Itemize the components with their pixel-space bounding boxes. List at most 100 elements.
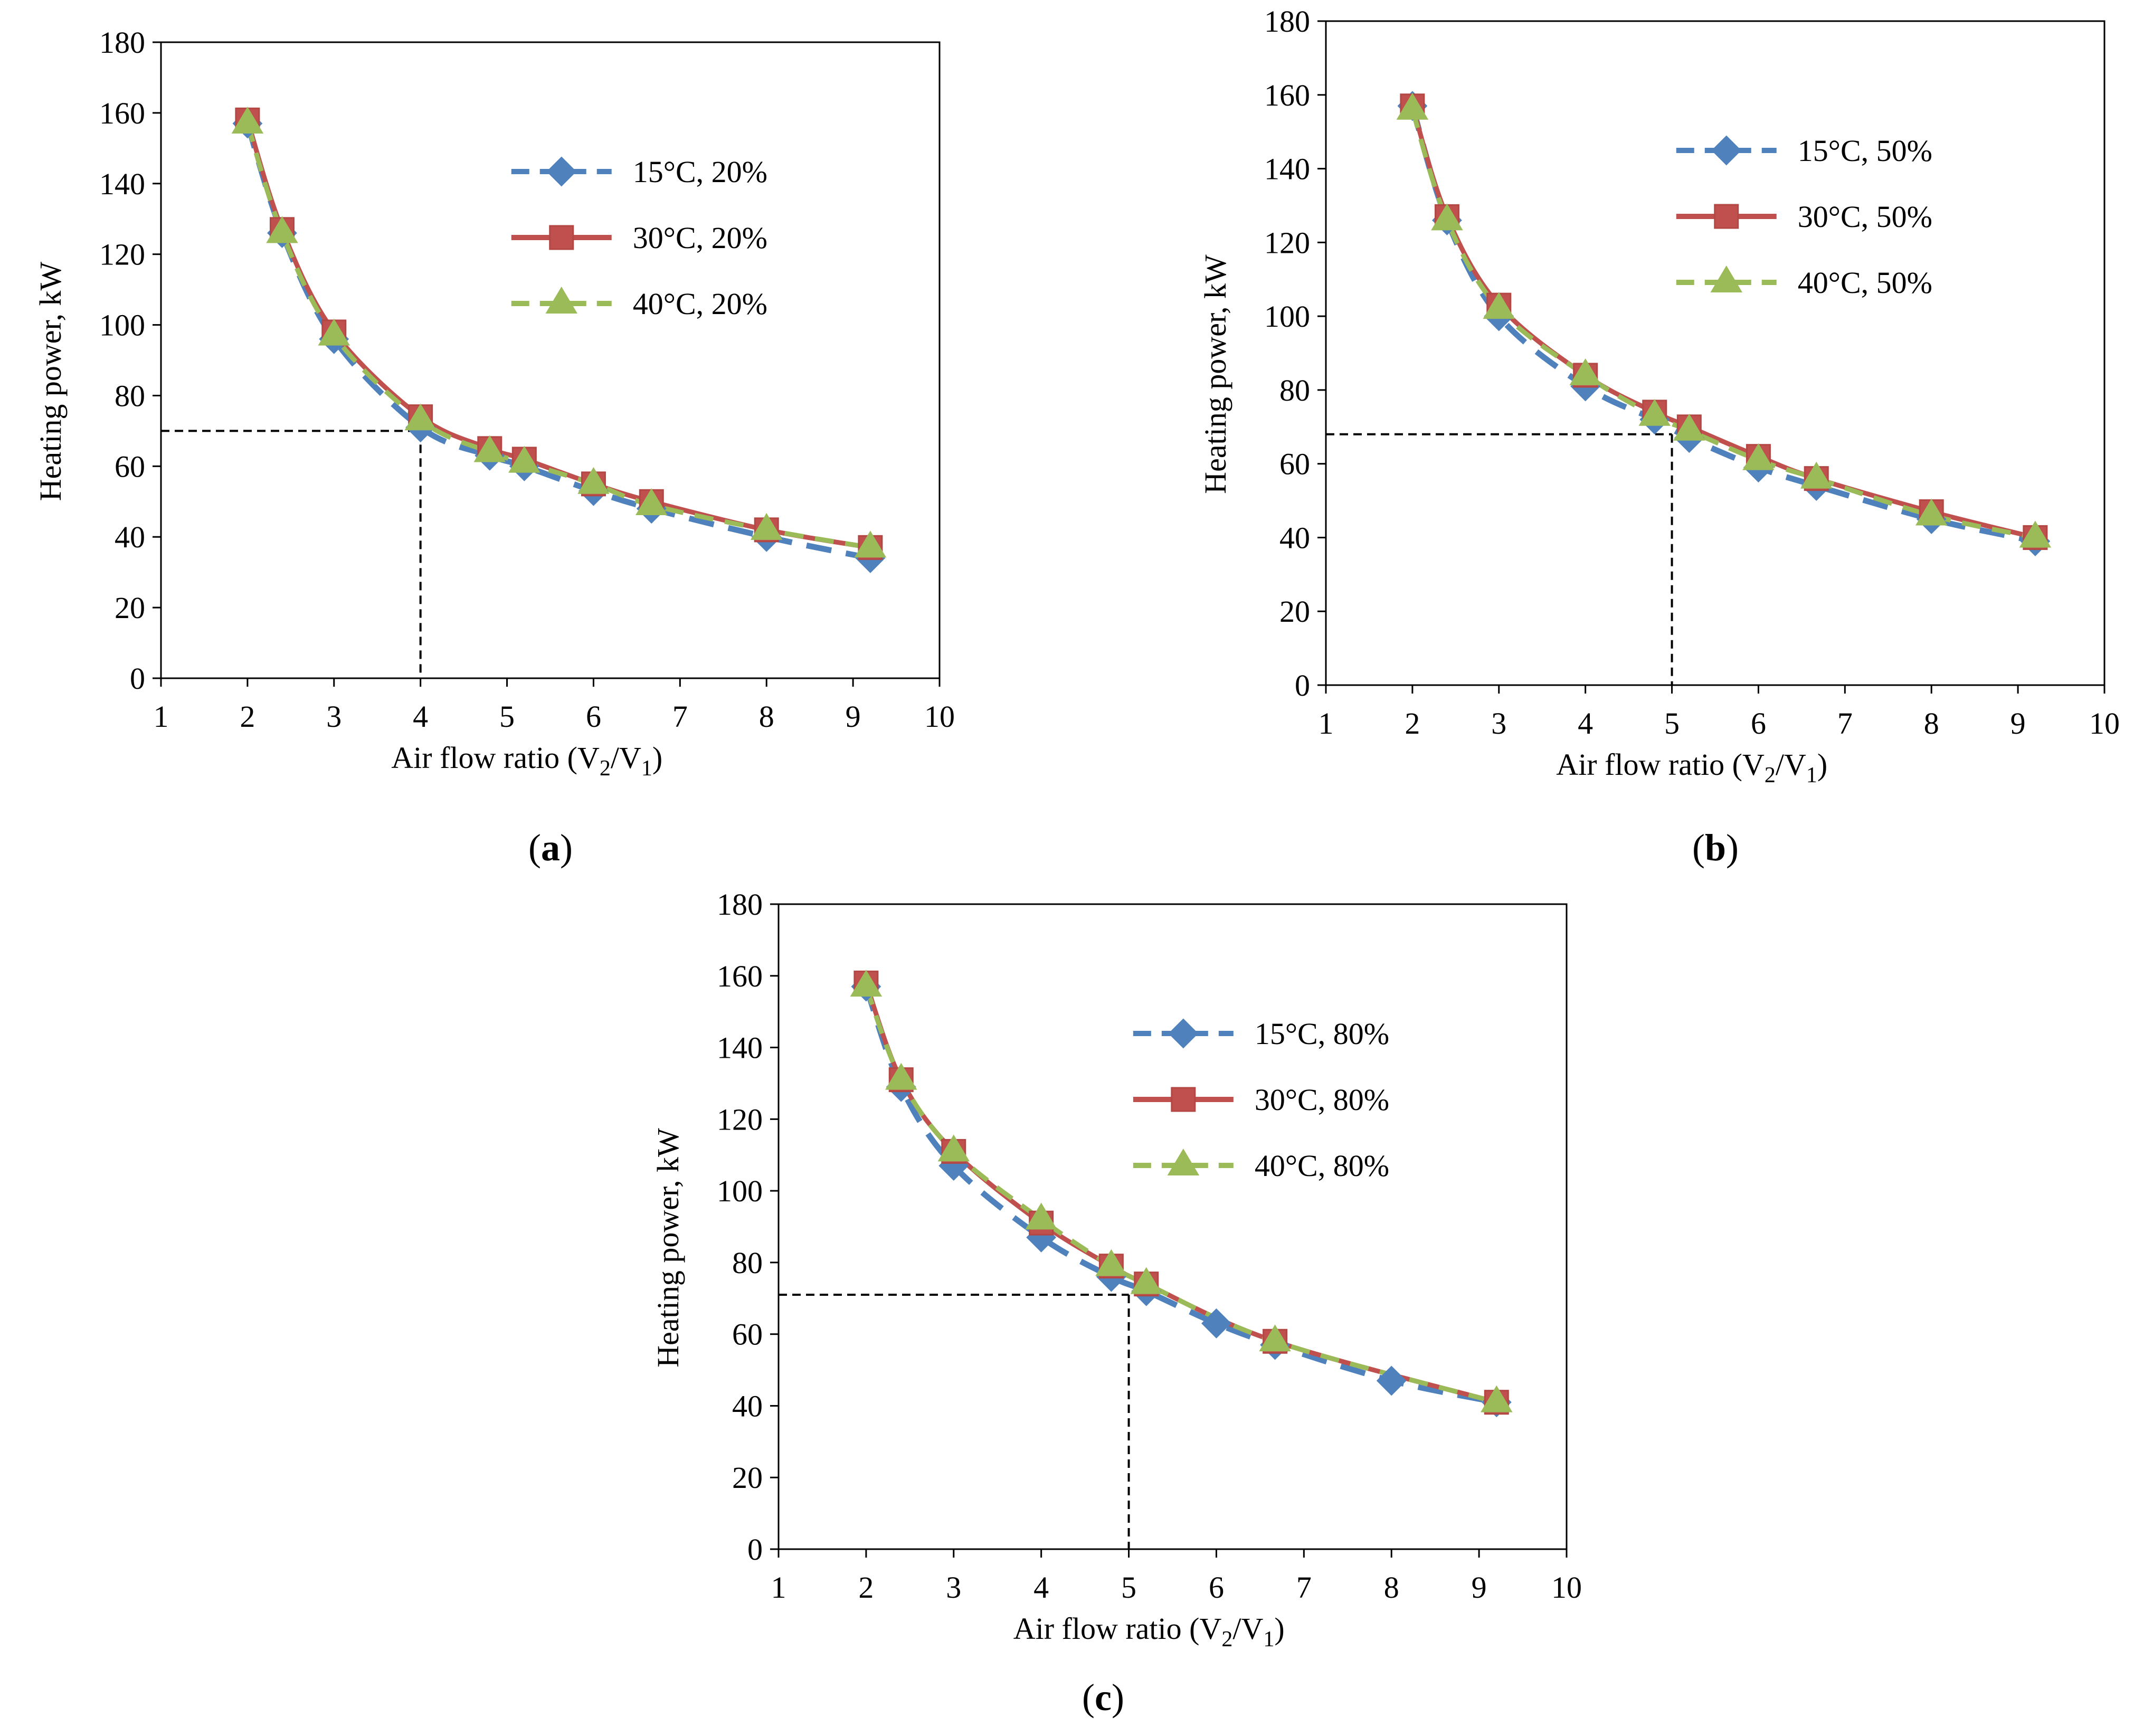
x-tick-label: 6: [1751, 706, 1766, 741]
x-tick-label: 3: [326, 699, 342, 734]
panel-label: (a): [528, 827, 573, 869]
plot-area-frame: [777, 903, 1568, 1550]
y-tick-label: 140: [99, 167, 145, 201]
series-line-3: [864, 985, 1497, 1405]
series-3-point: [1025, 1202, 1057, 1230]
x-tick-label: 1: [154, 699, 169, 734]
x-axis-label: Air flow ratio (V2/V1): [1556, 747, 1827, 788]
series-3-point: [854, 530, 887, 558]
x-tick-label: 9: [1472, 1570, 1487, 1605]
series-3-point: [1742, 443, 1775, 470]
y-tick-label: 80: [115, 378, 145, 413]
x-tick-label: 10: [2089, 706, 2120, 741]
series-3-point: [266, 216, 298, 243]
x-tick-label: 5: [499, 699, 515, 734]
x-tick-label: 5: [1664, 706, 1680, 741]
x-tick-label: 4: [1578, 706, 1593, 741]
series-3-point: [937, 1134, 970, 1162]
series-3-point: [508, 445, 540, 473]
legend-entry-1: 15°C, 50%: [1798, 134, 1932, 168]
legend-entry-2: 30°C, 80%: [1255, 1083, 1389, 1117]
series-3-point: [577, 467, 610, 494]
x-tick-label: 8: [759, 699, 774, 734]
y-tick-label: 140: [1264, 152, 1310, 186]
series-3-point: [1800, 461, 1833, 489]
y-tick-label: 100: [1264, 299, 1310, 334]
legend-marker-3: [545, 287, 578, 314]
chart-panel-b: 0 20 40 60 80 100 120 140 160 180 1 2 3 4 5 6 7 8 9 10 Air f…: [1198, 4, 2120, 869]
x-tick-label: 1: [1319, 706, 1334, 741]
chart-panel-a: 0 20 40 60 80 100 120 140 160 180 1 2 3 4 5 6 7 8 9 10 Air f…: [33, 25, 955, 869]
series-3-point: [1481, 1385, 1513, 1412]
x-tick-label: 1: [771, 1570, 786, 1605]
series-3-point: [1673, 413, 1705, 441]
legend-marker-3: [1710, 265, 1743, 292]
series-3-point: [473, 435, 506, 462]
x-tick-label: 7: [1296, 1570, 1312, 1605]
series-3-point: [1638, 399, 1671, 426]
x-tick-label: 5: [1121, 1570, 1136, 1605]
series-3-point: [1130, 1267, 1162, 1294]
y-tick-label: 40: [732, 1389, 763, 1423]
series-3-point: [318, 318, 350, 346]
series-3-point: [1915, 498, 1948, 526]
y-axis-label: Heating power, kW: [651, 1128, 685, 1368]
y-tick-label: 0: [130, 661, 145, 696]
x-axis-label: Air flow ratio (V2/V1): [391, 741, 662, 781]
legend-marker-1: [1711, 135, 1742, 166]
legend-marker-1: [1168, 1018, 1199, 1049]
y-tick-label: 20: [1279, 594, 1310, 629]
series-3-point: [1396, 92, 1429, 120]
y-tick-label: 60: [115, 449, 145, 483]
series-3-point: [231, 107, 264, 134]
series-3-point: [404, 403, 437, 431]
legend-entry-3: 40°C, 80%: [1255, 1149, 1389, 1183]
legend-marker-3: [1167, 1149, 1200, 1175]
x-axis-label: Air flow ratio (V2/V1): [1013, 1611, 1285, 1652]
y-tick-label: 80: [732, 1246, 763, 1280]
legend-marker-2: [549, 225, 574, 250]
legend-marker-2: [1714, 204, 1739, 229]
y-tick-label: 40: [1279, 520, 1310, 555]
x-tick-label: 2: [858, 1570, 874, 1605]
panel-label: (c): [1082, 1676, 1124, 1719]
y-tick-label: 120: [99, 238, 145, 272]
series-line-1: [863, 985, 1497, 1406]
series-3-point: [850, 970, 883, 997]
y-axis-label: Heating power, kW: [33, 262, 68, 501]
legend-marker-1: [546, 156, 577, 187]
legend-entry-1: 15°C, 20%: [633, 155, 767, 189]
y-tick-label: 100: [99, 308, 145, 343]
x-tick-label: 3: [1491, 706, 1506, 741]
panel-label: (b): [1692, 827, 1739, 869]
x-tick-label: 3: [946, 1570, 961, 1605]
series-3-point: [1095, 1249, 1127, 1276]
series-1-point: [1376, 1365, 1407, 1396]
series-3-point: [2019, 520, 2052, 548]
x-tick-label: 10: [924, 699, 955, 734]
x-tick-label: 10: [1551, 1570, 1582, 1605]
y-tick-label: 20: [115, 591, 145, 625]
x-tick-label: 7: [1837, 706, 1853, 741]
x-tick-label: 2: [1405, 706, 1420, 741]
series-1-point: [1201, 1308, 1231, 1339]
legend-entry-1: 15°C, 80%: [1255, 1017, 1389, 1051]
y-tick-label: 180: [99, 25, 145, 60]
x-tick-label: 9: [2010, 706, 2026, 741]
y-tick-label: 160: [1264, 78, 1310, 112]
y-tick-label: 180: [717, 887, 763, 922]
legend-entry-2: 30°C, 20%: [633, 221, 767, 255]
y-tick-label: 160: [717, 959, 763, 993]
chart-panel-c: 0 20 40 60 80 100 120 140 160 180 1 2 3 4 5 6 7 8 9 10 Air f…: [651, 887, 1582, 1719]
y-tick-label: 60: [1279, 447, 1310, 481]
y-tick-label: 0: [1295, 668, 1310, 703]
x-tick-label: 6: [586, 699, 601, 734]
x-tick-label: 4: [413, 699, 428, 734]
y-tick-label: 20: [732, 1460, 763, 1495]
y-tick-label: 80: [1279, 373, 1310, 407]
x-tick-label: 6: [1209, 1570, 1224, 1605]
series-3-point: [885, 1063, 917, 1090]
legend-entry-3: 40°C, 20%: [633, 287, 767, 321]
plot-area-frame: [160, 41, 941, 679]
